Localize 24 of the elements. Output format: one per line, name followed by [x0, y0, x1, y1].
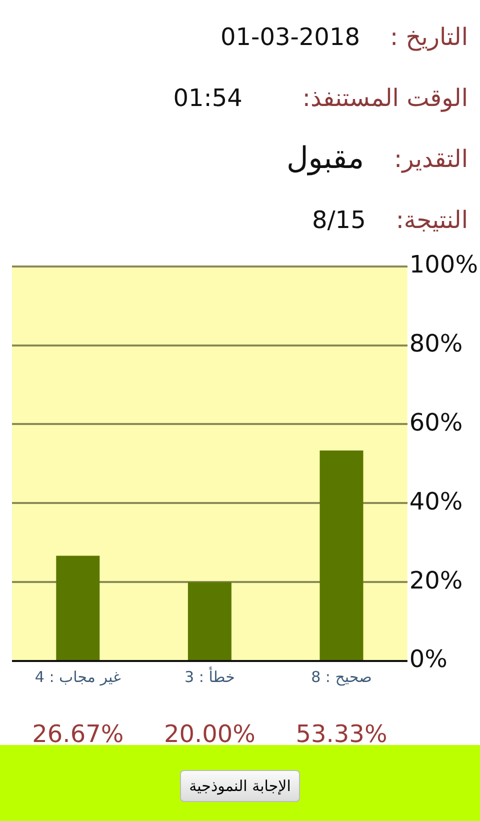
- text: النتيجة:: [396, 206, 468, 234]
- text: الوقت المستنفذ:: [302, 84, 468, 112]
- text: الإجابة النموذجية: [180, 770, 300, 802]
- text: 01:54: [173, 84, 242, 112]
- bar: [188, 582, 232, 660]
- x-tick-label: خطأ : 3: [184, 666, 235, 686]
- text: مقبول: [286, 141, 364, 176]
- y-tick-label: 40%: [409, 487, 463, 516]
- y-tick-label: 20%: [409, 566, 463, 594]
- data-label: 53.33%: [296, 720, 388, 748]
- data-label: 26.67%: [32, 720, 124, 748]
- data-label: 20.00%: [164, 720, 256, 748]
- text: التقدير:: [394, 144, 468, 172]
- x-tick-label: غير مجاب : 4: [34, 668, 122, 686]
- bar: [320, 450, 364, 660]
- text: 01-03-2018: [220, 22, 360, 50]
- text: التاريخ :: [390, 22, 468, 50]
- y-tick-label: 100%: [409, 250, 478, 279]
- text: 8/15: [312, 206, 366, 234]
- y-tick-label: 80%: [409, 330, 463, 358]
- x-tick-label: صحيح : 8: [311, 668, 372, 686]
- y-tick-label: 0%: [409, 645, 448, 674]
- bar: [56, 556, 100, 660]
- y-tick-label: 60%: [409, 408, 463, 436]
